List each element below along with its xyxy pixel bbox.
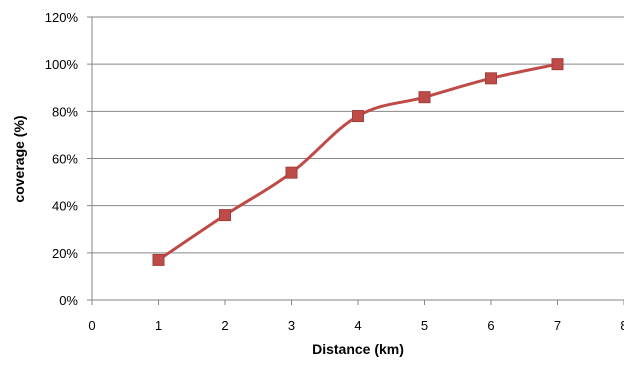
x-tick-label: 3 <box>288 318 295 333</box>
y-tick-label: 20% <box>52 246 78 261</box>
y-tick-label: 60% <box>52 152 78 167</box>
x-tick-label: 5 <box>421 318 428 333</box>
x-tick-label: 7 <box>554 318 561 333</box>
y-tick-label: 120% <box>45 10 79 25</box>
data-point <box>418 91 431 104</box>
y-tick-label: 0% <box>59 293 78 308</box>
series <box>152 58 564 266</box>
data-point <box>152 253 165 266</box>
x-tick-label: 6 <box>487 318 494 333</box>
data-point <box>551 58 564 71</box>
y-tick-label: 100% <box>45 57 79 72</box>
tick-labels: 0% 20% 40% 60% 80% 100% 120% 0 1 2 3 4 5 6 7 8 <box>45 10 624 333</box>
x-tick-label: 0 <box>88 318 95 333</box>
data-point <box>285 166 298 179</box>
data-point <box>352 110 364 123</box>
x-tick-label: 1 <box>155 318 162 333</box>
x-tick-label: 4 <box>354 318 361 333</box>
gridlines <box>87 16 624 301</box>
y-tick-label: 40% <box>52 199 78 214</box>
data-point <box>485 72 497 85</box>
series-line <box>157 62 558 262</box>
axes <box>91 17 624 305</box>
y-tick-label: 80% <box>52 104 78 119</box>
x-axis-title: Distance (km) <box>312 341 404 357</box>
x-tick-label: 8 <box>620 318 624 333</box>
y-axis-title: coverage (%) <box>11 115 27 202</box>
data-point <box>219 209 231 222</box>
x-tick-label: 2 <box>221 318 228 333</box>
